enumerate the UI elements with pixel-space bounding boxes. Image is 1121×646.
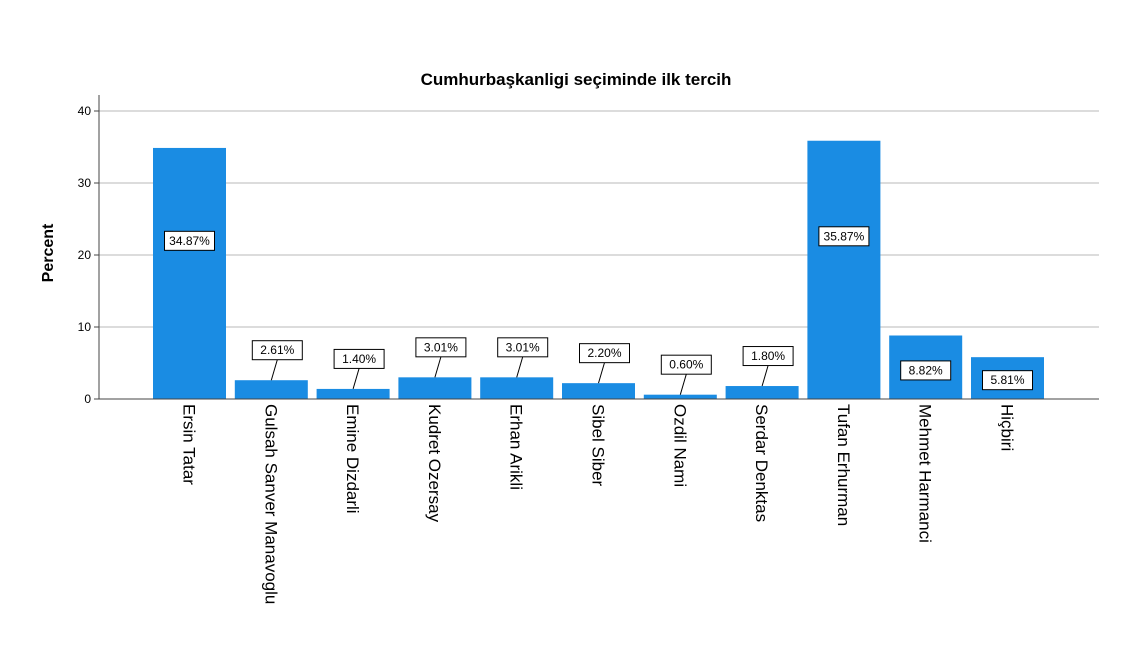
data-label-box (579, 343, 630, 364)
data-label-text: 3.01% (506, 340, 540, 354)
y-axis-ticks: 0 10 20 30 40 (78, 104, 99, 406)
data-label: 35.87% (818, 226, 870, 247)
bar (807, 140, 881, 399)
data-label-text: 1.80% (751, 349, 785, 363)
data-label-text: 2.61% (260, 343, 294, 357)
data-label-text: 35.87% (824, 229, 865, 243)
data-label-box (497, 337, 549, 358)
data-label-text: 34.87% (169, 234, 210, 248)
bar (316, 388, 390, 399)
x-tick-label: Kudret Ozersay (425, 404, 444, 523)
y-tick-label: 0 (84, 392, 91, 406)
y-axis-label: Percent (40, 223, 57, 282)
data-label-text: 3.01% (424, 340, 458, 354)
data-labels: 34.87% 2.61% 1.40% 3.01% 3.01% 2.20% 0.60% 1.80… (164, 226, 1033, 395)
leader-line (598, 362, 605, 384)
bar (643, 394, 717, 399)
data-label-text: 0.60% (669, 358, 703, 372)
x-tick-label: Ozdil Nami (670, 404, 689, 487)
data-label: 5.81% (982, 370, 1033, 391)
data-label-box (164, 230, 215, 251)
data-label: 3.01% (497, 337, 549, 378)
x-axis-ticks: Ersin Tatar Gulsah Sanver Manavoglu Emine … (180, 404, 1017, 604)
x-tick-label: Ersin Tatar (180, 404, 199, 485)
y-tick-label: 30 (78, 176, 92, 190)
x-tick-label: Serdar Denktas (752, 404, 771, 522)
data-label: 1.80% (742, 346, 794, 387)
data-label: 34.87% (164, 230, 215, 251)
x-tick-label: Hiçbiri (998, 404, 1017, 451)
x-tick-label: Erhan Arikli (507, 404, 526, 490)
data-label: 0.60% (660, 354, 712, 395)
leader-line (434, 356, 442, 378)
data-label-box (415, 337, 467, 358)
bar (562, 383, 635, 399)
data-label-text: 1.40% (342, 352, 376, 366)
x-tick-label: Mehmet Harmanci (916, 404, 935, 543)
data-label-box (900, 360, 952, 381)
data-label-box (251, 340, 303, 361)
bar (398, 377, 472, 399)
bar (234, 380, 308, 399)
data-label-box (742, 346, 794, 367)
leader-line (516, 356, 524, 378)
leader-line (270, 359, 278, 381)
x-tick-label: Gulsah Sanver Manavoglu (261, 404, 280, 604)
leader-line (352, 368, 360, 390)
x-tick-label: Sibel Siber (589, 404, 608, 487)
y-tick-label: 10 (78, 320, 92, 334)
bar (725, 386, 799, 399)
data-label-box (982, 370, 1033, 391)
x-tick-label: Tufan Erhurman (834, 404, 853, 526)
data-label: 2.61% (251, 340, 303, 381)
data-label: 2.20% (579, 343, 630, 384)
chart-title: Cumhurbaşkanligi seçiminde ilk tercih (421, 70, 732, 89)
bar (480, 377, 554, 399)
bar (153, 147, 226, 399)
leader-line (679, 374, 687, 395)
data-label: 3.01% (415, 337, 467, 378)
leader-line (761, 365, 769, 387)
data-label-text: 8.82% (909, 363, 943, 377)
data-label-box (818, 226, 870, 247)
gridlines (99, 110, 1099, 328)
y-tick-label: 20 (78, 248, 92, 262)
data-label: 8.82% (900, 360, 952, 381)
y-tick-label: 40 (78, 104, 92, 118)
data-label-text: 5.81% (990, 373, 1024, 387)
x-tick-label: Emine Dizdarli (343, 404, 362, 514)
data-label-box (660, 354, 712, 375)
data-label-text: 2.20% (587, 346, 621, 360)
data-label: 1.40% (333, 348, 385, 390)
data-label-box (333, 348, 385, 369)
